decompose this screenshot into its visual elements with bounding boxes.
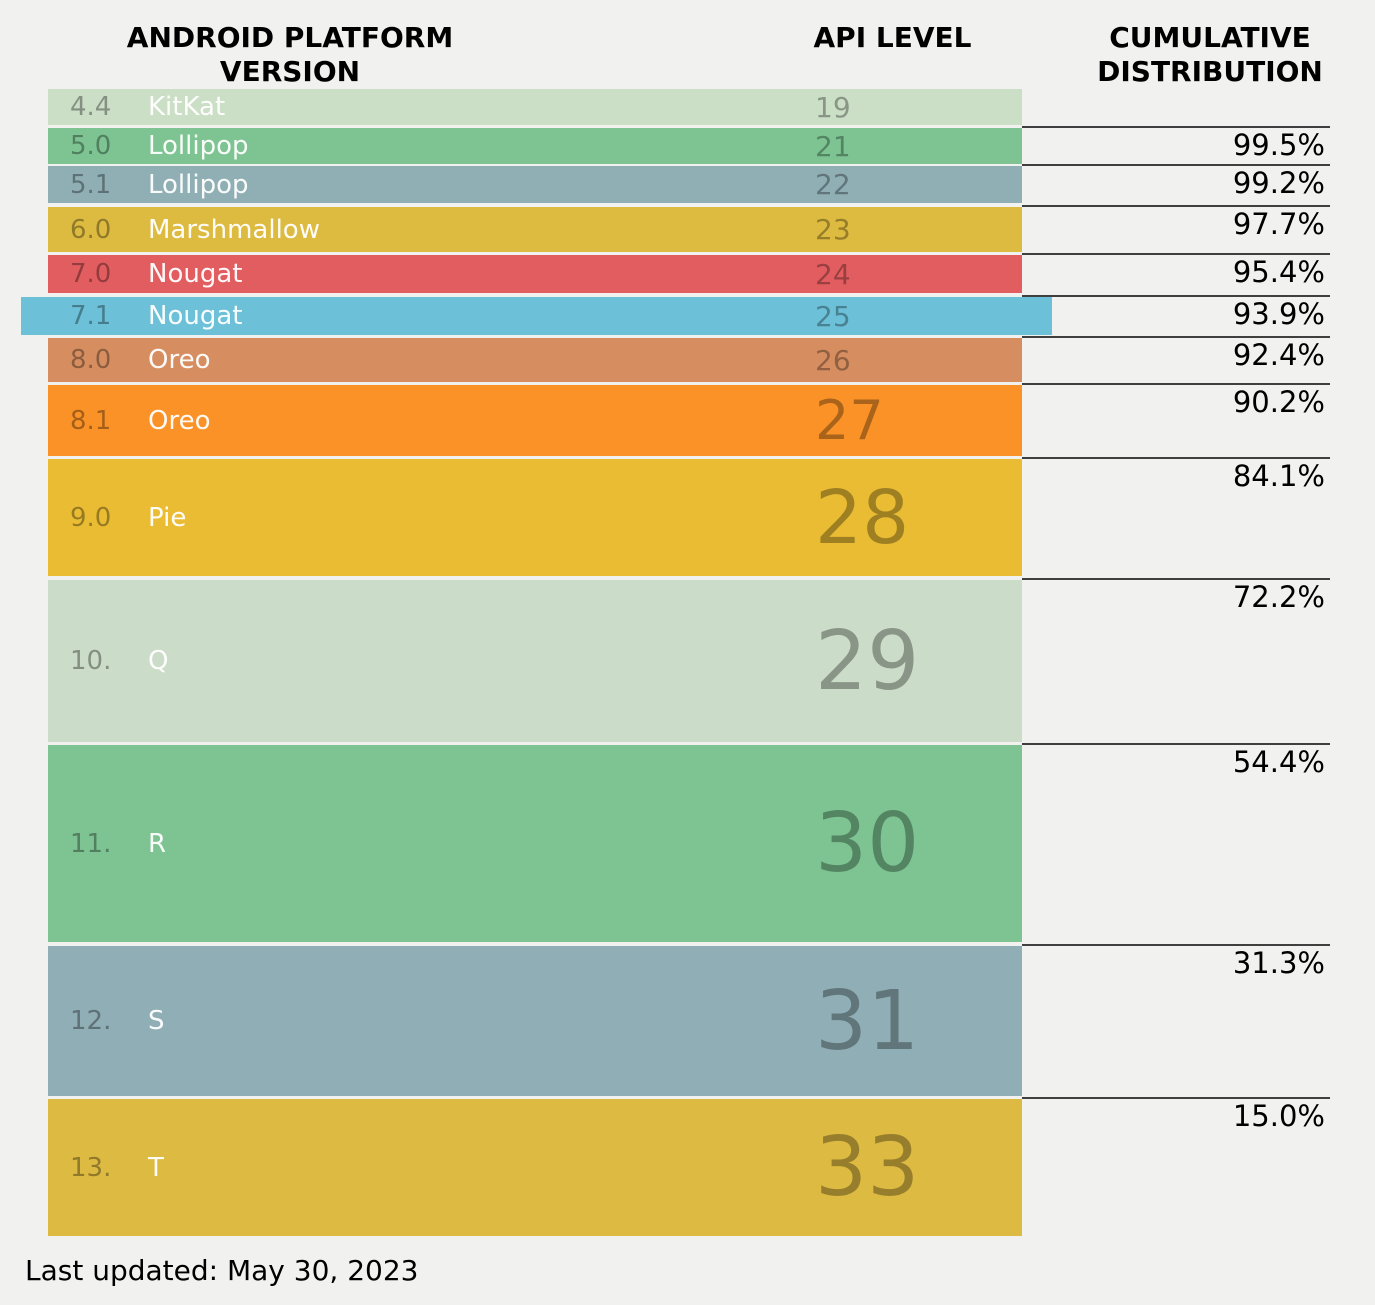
- version-label: 6.0: [70, 214, 112, 245]
- api-level-label: 25: [815, 299, 851, 333]
- column-header-api-level: API LEVEL: [813, 21, 972, 54]
- cumulative-distribution-label: 72.2%: [1232, 580, 1325, 614]
- version-label: 8.0: [70, 345, 112, 375]
- cumulative-distribution-label: 99.2%: [1232, 166, 1325, 200]
- codename-label: Oreo: [148, 345, 211, 375]
- api-level-label: 26: [815, 343, 851, 377]
- platform-row-bar[interactable]: [48, 946, 1022, 1096]
- boundary-line: [1022, 205, 1330, 207]
- codename-label: Nougat: [148, 259, 243, 289]
- version-label: 13.: [70, 1152, 112, 1183]
- column-header-cumulative-distribution: CUMULATIVE DISTRIBUTION: [1097, 21, 1323, 88]
- codename-label: Pie: [148, 502, 187, 533]
- api-level-label: 27: [815, 389, 884, 452]
- cumulative-distribution-label: 15.0%: [1232, 1099, 1325, 1133]
- api-level-label: 28: [815, 474, 910, 561]
- boundary-line: [1022, 295, 1330, 297]
- boundary-line: [1022, 253, 1330, 255]
- cumulative-distribution-label: 99.5%: [1232, 128, 1325, 162]
- platform-row-bar[interactable]: [48, 385, 1022, 456]
- api-level-label: 23: [815, 213, 851, 246]
- codename-label: R: [148, 828, 167, 859]
- cumulative-distribution-label: 54.4%: [1232, 745, 1325, 779]
- version-label: 7.0: [70, 259, 112, 289]
- platform-row-bar[interactable]: [48, 207, 1022, 252]
- api-level-label: 31: [815, 973, 920, 1069]
- platform-row-bar[interactable]: [48, 89, 1022, 125]
- version-label: 9.0: [70, 502, 112, 533]
- codename-label: Marshmallow: [148, 214, 320, 245]
- boundary-line: [1022, 164, 1330, 166]
- api-level-label: 22: [815, 168, 851, 201]
- codename-label: Oreo: [148, 405, 211, 436]
- boundary-line: [1022, 457, 1330, 459]
- version-label: 5.1: [70, 169, 112, 200]
- api-level-label: 21: [815, 129, 851, 163]
- boundary-line: [1022, 383, 1330, 385]
- platform-row-bar[interactable]: [48, 1099, 1022, 1236]
- api-level-label: 24: [815, 257, 851, 291]
- api-level-label: 29: [815, 613, 920, 709]
- cumulative-distribution-label: 31.3%: [1232, 946, 1325, 980]
- platform-row-bar[interactable]: [48, 166, 1022, 203]
- platform-row-bar[interactable]: [48, 128, 1022, 164]
- api-level-label: 30: [815, 796, 920, 891]
- boundary-line: [1022, 1097, 1330, 1099]
- cumulative-distribution-label: 90.2%: [1232, 385, 1325, 419]
- version-label: 5.0: [70, 131, 112, 161]
- last-updated-label: Last updated: May 30, 2023: [25, 1254, 419, 1287]
- platform-row-bar[interactable]: [48, 580, 1022, 742]
- api-level-label: 33: [815, 1120, 920, 1215]
- column-header-platform-version: ANDROID PLATFORM VERSION: [126, 21, 454, 88]
- boundary-line: [1022, 944, 1330, 946]
- version-label: 8.1: [70, 405, 112, 436]
- codename-label: KitKat: [148, 92, 226, 122]
- version-label: 7.1: [70, 301, 112, 331]
- codename-label: Q: [148, 646, 169, 676]
- boundary-line: [1022, 578, 1330, 580]
- codename-label: T: [148, 1152, 164, 1183]
- version-label: 4.4: [70, 92, 112, 122]
- codename-label: Nougat: [148, 301, 243, 331]
- boundary-line: [1022, 743, 1330, 745]
- platform-row-bar[interactable]: [48, 459, 1022, 576]
- version-label: 10.: [70, 646, 112, 676]
- cumulative-distribution-label: 84.1%: [1232, 459, 1325, 493]
- cumulative-distribution-label: 93.9%: [1232, 297, 1325, 331]
- version-label: 12.: [70, 1006, 112, 1036]
- platform-row-bar[interactable]: [48, 255, 1022, 293]
- platform-row-bar[interactable]: [48, 745, 1022, 942]
- codename-label: Lollipop: [148, 169, 249, 200]
- codename-label: S: [148, 1006, 165, 1036]
- codename-label: Lollipop: [148, 131, 249, 161]
- boundary-line: [1022, 126, 1330, 128]
- cumulative-distribution-label: 95.4%: [1232, 255, 1325, 289]
- platform-row-bar[interactable]: [21, 297, 1052, 335]
- api-level-label: 19: [815, 90, 851, 124]
- boundary-line: [1022, 336, 1330, 338]
- cumulative-distribution-label: 97.7%: [1232, 207, 1325, 241]
- cumulative-distribution-label: 92.4%: [1232, 338, 1325, 372]
- platform-row-bar[interactable]: [48, 338, 1022, 382]
- version-label: 11.: [70, 828, 112, 859]
